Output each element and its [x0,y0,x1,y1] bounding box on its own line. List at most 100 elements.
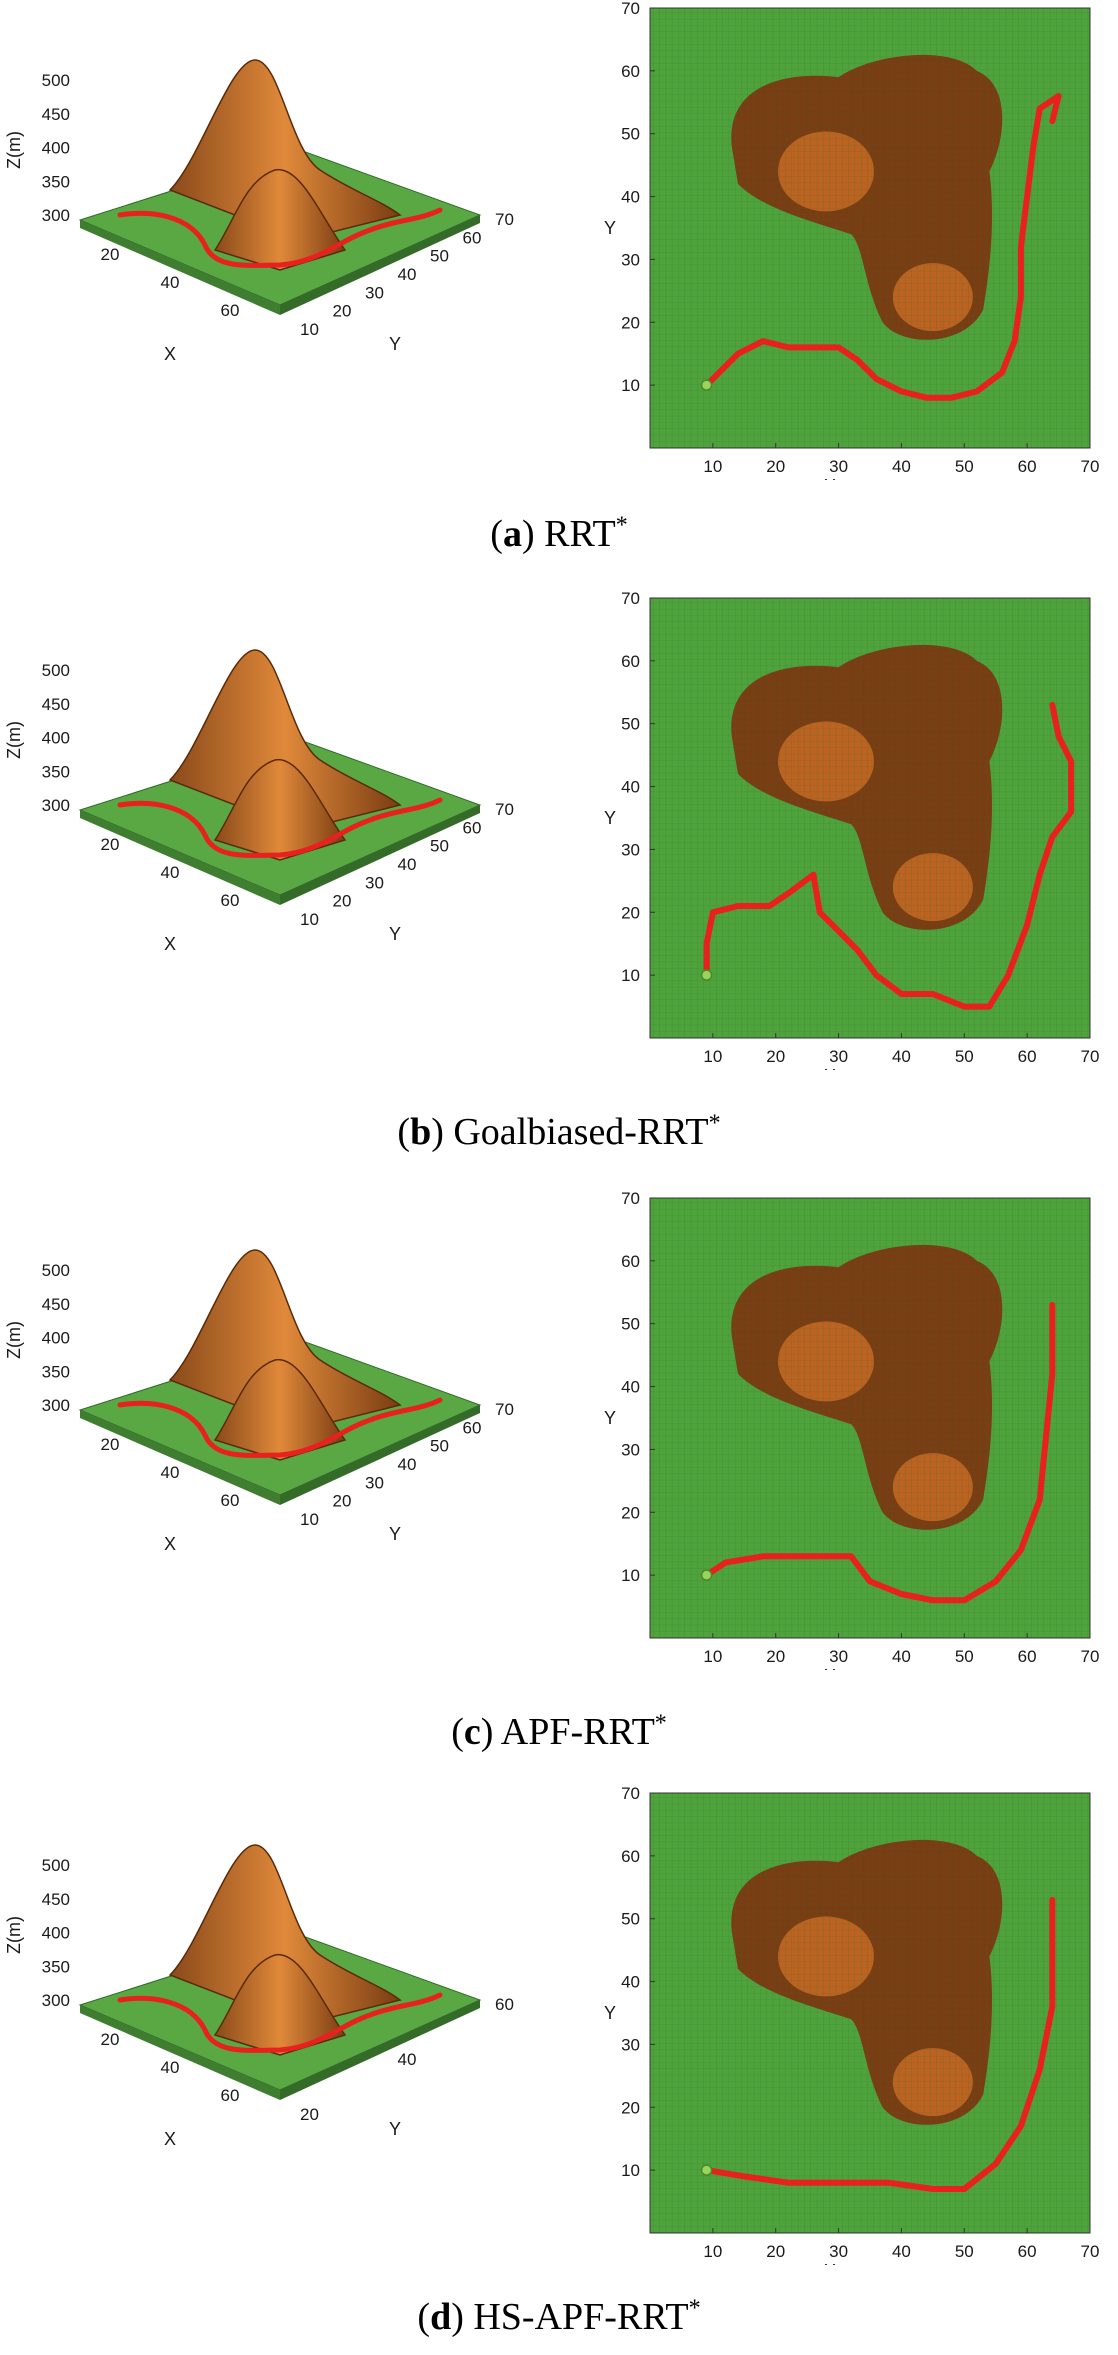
y-tick-label: 10 [621,966,640,985]
y-tick-label: 10 [621,1566,640,1585]
y-tick-label: 50 [430,837,449,856]
y-tick-label: 70 [495,210,514,229]
secondary-peak [213,1954,347,2056]
y-tick-label: 30 [365,1473,384,1492]
terrain-side-face [280,215,480,315]
z-tick-label: 500 [42,661,70,680]
start-point [700,969,713,981]
y-tick-label: 10 [300,1510,319,1529]
terrain-front-face [80,1410,280,1505]
x-tick-label: 40 [161,273,180,292]
y-tick-label: 20 [300,2105,319,2124]
x-axis-label: X [164,934,176,954]
surface-plot-3d: 300 350 400 450 500 Z(m) 20 40 60 X 10 20 30 40 50 60 70… [4,59,514,364]
start-point [700,1569,713,1581]
x-tick-label: 70 [1081,1647,1100,1666]
z-axis-label: Z(m) [4,721,24,759]
panel-caption: (d) HS-APF-RRT* [417,2295,701,2338]
top-view-plot: 10 20 30 40 50 60 70 10 20 30 40 50 60 70 X Y [604,590,1099,1070]
y-tick-label: 30 [621,1440,640,1459]
terrain-side-face [280,1405,480,1505]
z-axis-label: Z(m) [4,1916,24,1954]
x-tick-label: 20 [766,457,785,476]
x-tick-label: 20 [101,2030,120,2049]
panel-caption: (b) Goalbiased-RRT* [397,1110,721,1153]
axes-box [649,1792,1091,2234]
x-tick-label: 40 [161,1463,180,1482]
planned-path-3d [117,1992,443,2053]
x-tick-label: 10 [703,2242,722,2261]
z-axis-label: Z(m) [4,131,24,169]
x-tick-label: 40 [161,2058,180,2077]
y-axis-label: Y [389,334,401,354]
x-tick-label: 30 [829,2242,848,2261]
panel-c: 300 350 400 450 500 Z(m) 20 40 60 X 10 20 30 40 50 60 70… [0,1190,1118,1780]
x-tick-label: 60 [221,891,240,910]
y-tick-label: 60 [621,1252,640,1271]
y-tick-label: 50 [621,125,640,144]
z-tick-label: 400 [42,729,70,748]
y-tick-label: 50 [621,1910,640,1929]
main-peak [168,1249,402,1431]
y-tick-label: 50 [430,247,449,266]
z-tick-label: 450 [42,695,70,714]
z-tick-label: 500 [42,71,70,90]
z-tick-label: 300 [42,206,70,225]
planned-path-3d [117,797,443,858]
x-tick-label: 40 [892,457,911,476]
x-tick-label: 20 [766,2242,785,2261]
z-tick-label: 300 [42,796,70,815]
x-tick-label: 70 [1081,457,1100,476]
y-axis-label: Y [389,924,401,944]
surface-plot-3d: 300 350 400 450 500 Z(m) 20 40 60 X 10 20 30 40 50 60 70… [4,649,514,954]
z-tick-label: 350 [42,172,70,191]
y-tick-label: 70 [495,1400,514,1419]
x-tick-label: 40 [892,2242,911,2261]
panel-d: 300 350 400 450 500 Z(m) 20 40 60 X 20 40 60 Y 10 20 30… [0,1785,1118,2355]
y-tick-label: 60 [463,228,482,247]
x-tick-label: 30 [829,1047,848,1066]
terrain-front-face [80,2005,280,2100]
y-tick-label: 20 [621,313,640,332]
x-axis-label: X [164,1534,176,1554]
y-tick-label: 40 [621,1378,640,1397]
x-tick-label: 20 [101,1435,120,1454]
z-tick-label: 350 [42,1957,70,1976]
y-tick-label: 30 [365,873,384,892]
start-point [700,2164,713,2176]
main-peak [168,59,402,241]
z-tick-label: 500 [42,1856,70,1875]
y-axis-label: Y [604,2003,616,2023]
x-tick-label: 60 [221,2086,240,2105]
top-view-plot: 10 20 30 40 50 60 70 10 20 30 40 50 60 70 X Y [604,0,1100,480]
y-axis-label: Y [389,1524,401,1544]
y-tick-label: 70 [621,1190,640,1208]
x-axis-label: X [164,2129,176,2149]
y-tick-label: 10 [621,2161,640,2180]
y-tick-label: 70 [621,590,640,608]
x-tick-label: 30 [829,457,848,476]
y-tick-label: 30 [365,283,384,302]
y-tick-label: 40 [398,855,417,874]
z-tick-label: 400 [42,1924,70,1943]
y-tick-label: 30 [621,250,640,269]
terrain-side-face [280,805,480,905]
y-tick-label: 20 [333,1492,352,1511]
planned-path-3d [117,207,443,268]
y-tick-label: 20 [621,903,640,922]
y-tick-label: 60 [621,1847,640,1866]
x-tick-label: 50 [955,1647,974,1666]
y-tick-label: 30 [621,2035,640,2054]
x-axis-label: X [824,1666,836,1670]
x-axis-label: X [164,344,176,364]
y-tick-label: 10 [300,910,319,929]
x-tick-label: 20 [101,245,120,264]
x-tick-label: 10 [703,1047,722,1066]
y-tick-label: 20 [621,1503,640,1522]
x-tick-label: 30 [829,1647,848,1666]
terrain-front-face [80,220,280,315]
z-tick-label: 450 [42,1890,70,1909]
y-tick-label: 70 [621,1785,640,1803]
y-tick-label: 10 [621,376,640,395]
planned-path [703,1301,1056,1604]
